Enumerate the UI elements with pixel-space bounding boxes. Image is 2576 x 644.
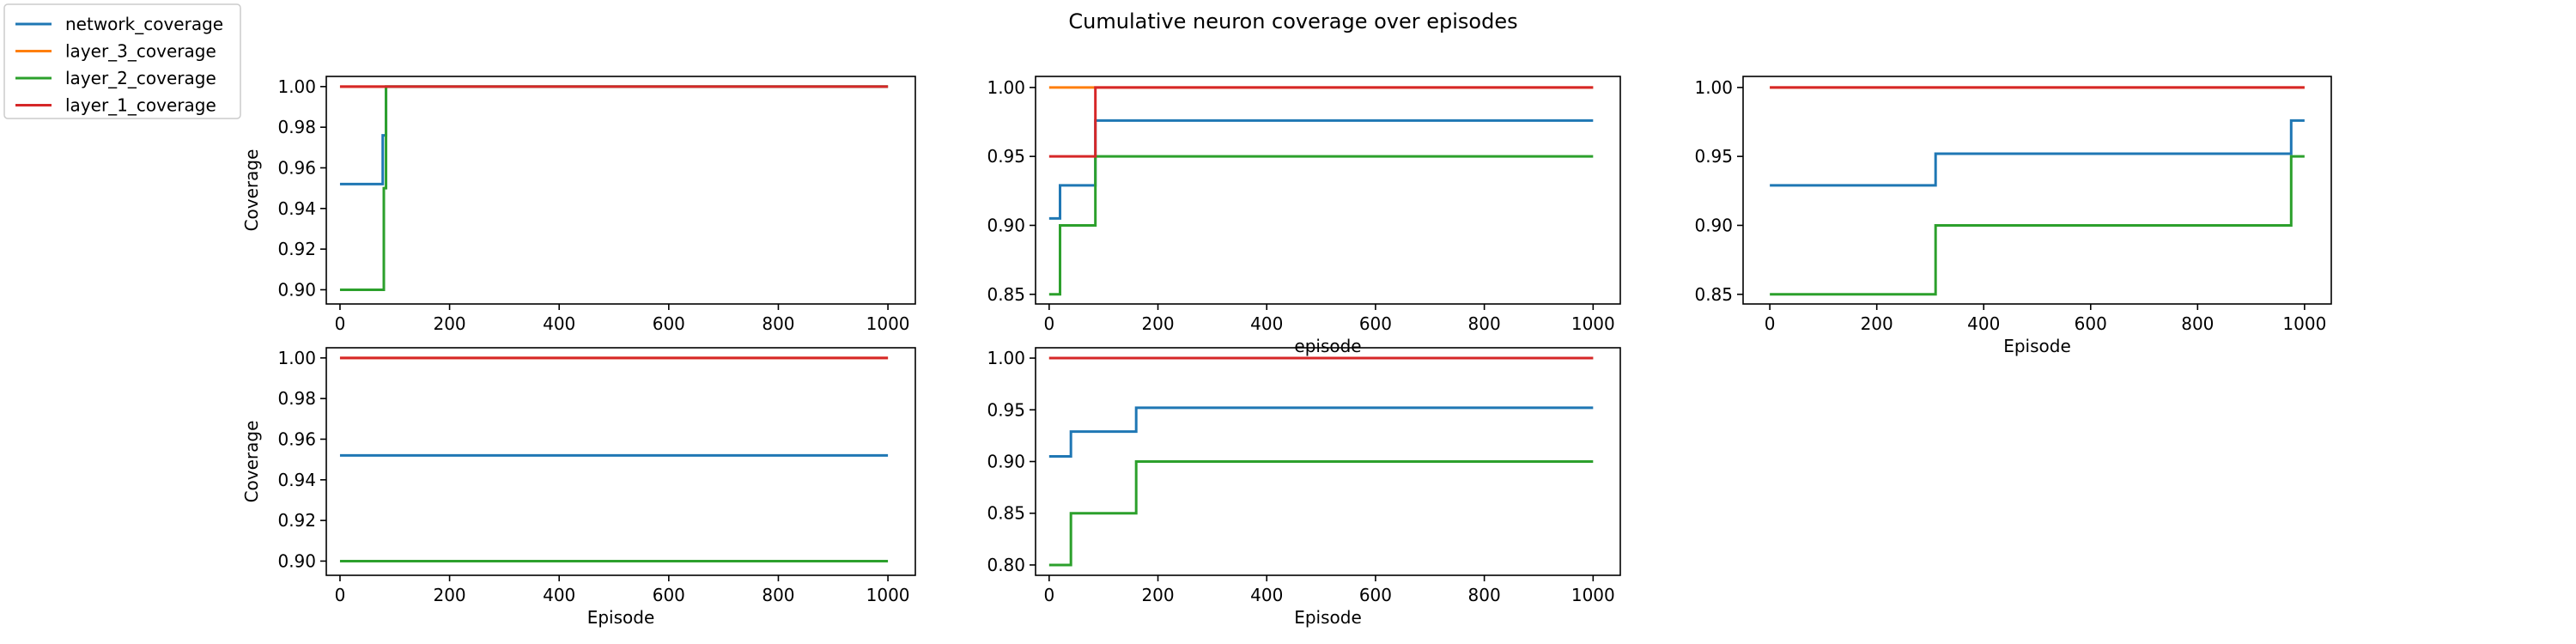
x-tick-label: 1000 [2282, 313, 2326, 334]
x-tick-label: 1000 [866, 313, 910, 334]
x-axis-label: Episode [1294, 607, 1362, 628]
series-line-network_coverage [1770, 118, 2305, 187]
y-tick-label: 0.95 [987, 399, 1025, 420]
x-tick-label: 0 [1043, 313, 1054, 334]
x-tick-label: 400 [543, 313, 575, 334]
y-tick-label: 0.95 [1694, 146, 1733, 167]
x-tick-label: 200 [1861, 313, 1893, 334]
x-tick-label: 600 [2075, 313, 2107, 334]
x-axis-label: Episode [2003, 336, 2071, 356]
y-tick-label: 1.00 [277, 348, 316, 368]
series-line-layer_2_coverage [339, 85, 889, 291]
y-tick-label: 0.94 [277, 470, 316, 490]
y-tick-label: 0.98 [277, 117, 316, 137]
axes-frame [325, 76, 916, 305]
legend-label: layer_1_coverage [65, 95, 216, 116]
legend-label: layer_2_coverage [65, 68, 216, 88]
y-tick-label: 0.85 [1694, 284, 1733, 305]
y-tick-label: 0.92 [277, 510, 316, 531]
axes-frame [1742, 76, 2332, 305]
y-tick-label: 0.90 [987, 215, 1025, 235]
y-tick-label: 0.90 [987, 452, 1025, 472]
y-tick-label: 0.85 [987, 284, 1025, 305]
figure-title: Cumulative neuron coverage over episodes [1068, 9, 1517, 33]
x-tick-label: 400 [1967, 313, 2000, 334]
legend-label: network_coverage [65, 14, 223, 34]
subplot-5: 0 200 400 600 800 1000 0.80 0.85 0.90 0.95 1.00 Epi… [987, 347, 1621, 628]
x-tick-label: 800 [2181, 313, 2214, 334]
x-tick-label: 600 [1359, 313, 1392, 334]
legend: network_coverage layer_3_coverage layer_2_… [3, 3, 241, 119]
series-line-layer_2_coverage [1048, 155, 1594, 296]
axes-frame [325, 347, 916, 576]
y-tick-label: 0.96 [277, 428, 316, 449]
x-tick-label: 600 [1359, 585, 1392, 605]
y-axis-label: Coverage [241, 149, 262, 232]
y-tick-label: 0.80 [987, 555, 1025, 575]
series-line-layer_1_coverage [1048, 86, 1594, 158]
legend-frame [3, 3, 241, 119]
series-line-layer_2_coverage [1048, 460, 1594, 567]
x-axis-label: Episode [587, 607, 655, 628]
x-tick-label: 800 [762, 585, 794, 605]
y-tick-label: 1.00 [987, 77, 1025, 98]
series-line-network_coverage [1048, 406, 1594, 458]
legend-label: layer_3_coverage [65, 41, 216, 62]
x-tick-label: 800 [762, 313, 794, 334]
x-tick-label: 0 [1765, 313, 1776, 334]
subplot-3: 0 200 400 600 800 1000 0.85 0.90 0.95 1.00 Episode [1694, 76, 2332, 356]
axes-frame [1035, 76, 1621, 305]
y-tick-label: 0.94 [277, 198, 316, 219]
x-tick-label: 200 [1141, 585, 1174, 605]
subplot-4: 0 200 400 600 800 1000 0.90 0.92 0.94 0.96 0.98 1.0… [241, 347, 916, 628]
x-tick-label: 800 [1468, 585, 1501, 605]
x-tick-label: 600 [653, 313, 685, 334]
y-tick-label: 1.00 [987, 348, 1025, 368]
y-tick-label: 0.92 [277, 239, 316, 259]
subplots: 0 200 400 600 800 1000 0.90 0.92 0.94 0.96 0.98 1.0… [241, 76, 2332, 628]
x-tick-label: 600 [653, 585, 685, 605]
x-tick-label: 400 [1250, 313, 1283, 334]
series-line-network_coverage [1048, 118, 1594, 220]
subplot-2: 0 200 400 600 800 1000 0.85 0.90 0.95 1.00 episode [987, 76, 1621, 356]
y-tick-label: 0.95 [987, 146, 1025, 167]
y-tick-label: 0.96 [277, 157, 316, 178]
subplot-1: 0 200 400 600 800 1000 0.90 0.92 0.94 0.96 0.98 1.0… [241, 76, 916, 334]
y-tick-label: 1.00 [1694, 77, 1733, 98]
y-tick-label: 0.90 [277, 550, 316, 571]
x-tick-label: 200 [1141, 313, 1174, 334]
series-line-network_coverage [339, 85, 889, 185]
y-tick-label: 0.85 [987, 503, 1025, 524]
x-tick-label: 200 [433, 585, 465, 605]
x-axis-label: episode [1294, 336, 1361, 356]
x-tick-label: 800 [1468, 313, 1501, 334]
x-tick-label: 400 [543, 585, 575, 605]
x-tick-label: 1000 [1571, 585, 1615, 605]
x-tick-label: 1000 [1571, 313, 1615, 334]
y-tick-label: 0.90 [1694, 215, 1733, 235]
x-tick-label: 0 [335, 313, 346, 334]
y-tick-label: 0.98 [277, 388, 316, 409]
x-tick-label: 200 [433, 313, 465, 334]
y-axis-label: Coverage [241, 421, 262, 503]
series-line-layer_2_coverage [1770, 155, 2305, 296]
x-tick-label: 0 [1043, 585, 1054, 605]
x-tick-label: 0 [335, 585, 346, 605]
y-tick-label: 1.00 [277, 76, 316, 97]
y-tick-label: 0.90 [277, 279, 316, 300]
x-tick-label: 400 [1250, 585, 1283, 605]
x-tick-label: 1000 [866, 585, 910, 605]
